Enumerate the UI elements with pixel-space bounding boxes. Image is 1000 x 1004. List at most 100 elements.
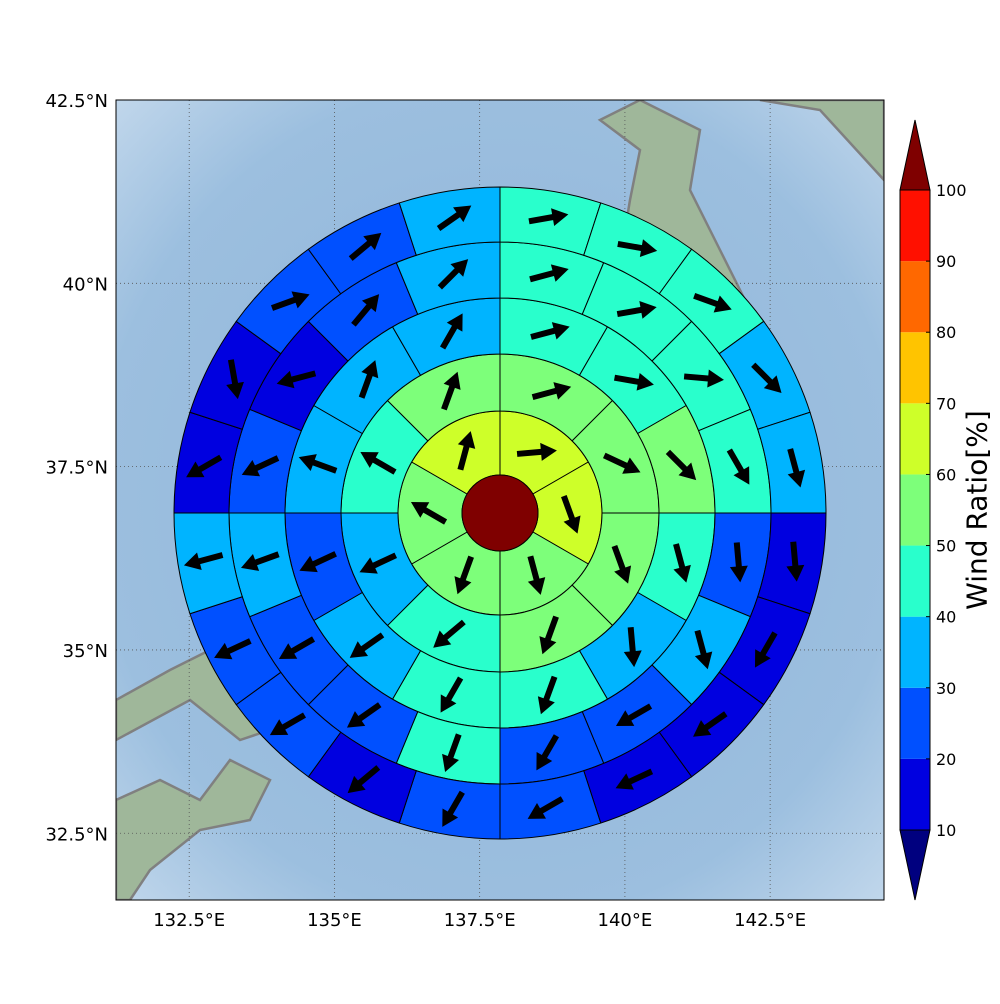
- wind-arrow: [440, 676, 464, 713]
- y-tick-label: 40°N: [63, 274, 108, 295]
- y-tick-label: 32.5°N: [45, 824, 108, 845]
- colorbar-bin: [900, 687, 930, 759]
- wind-arrow: [440, 313, 463, 350]
- colorbar-tick-label: 40: [936, 608, 956, 627]
- colorbar-bin: [900, 261, 930, 333]
- colorbar-bin: [900, 474, 930, 546]
- wind-arrow: [561, 495, 581, 534]
- center-cell: [461, 474, 539, 552]
- wind-arrow: [787, 448, 806, 488]
- wind-arrow: [613, 372, 654, 391]
- x-tick-label: 142.5°E: [734, 910, 806, 931]
- wind-arrow: [358, 360, 379, 399]
- colorbar-bin: [900, 758, 930, 830]
- map-frame: [115, 99, 885, 901]
- colorbar-bin: [900, 616, 930, 688]
- wind-arrows: [183, 205, 806, 827]
- wind-arrow: [751, 362, 782, 394]
- colorbar-tick-label: 60: [936, 465, 956, 484]
- colorbar-tick-label: 80: [936, 323, 956, 342]
- y-tick-label: 37.5°N: [45, 458, 108, 479]
- wind-arrow: [693, 292, 732, 313]
- y-tick-label: 35°N: [63, 641, 108, 662]
- wind-arrow: [726, 448, 750, 485]
- wind-arrow: [528, 208, 569, 226]
- wind-arrow: [226, 359, 244, 400]
- sectors: [173, 186, 827, 840]
- wind-arrow: [269, 712, 307, 736]
- colorbar-tick-label: 50: [936, 537, 956, 556]
- wind-arrow: [673, 543, 691, 583]
- wind-arrow: [527, 555, 546, 595]
- wind-arrow: [349, 632, 385, 658]
- wind-arrow: [186, 454, 223, 478]
- colorbar-extend-low: [899, 829, 931, 901]
- wind-arrow: [611, 544, 632, 584]
- wind-arrow: [454, 555, 474, 595]
- wind-arrow: [298, 454, 338, 474]
- colorbar: 10 20 30 40 50 60 70 80 90 100: [899, 119, 967, 901]
- colorbar-tick-label: 90: [936, 252, 956, 271]
- wind-arrow: [299, 551, 337, 573]
- wind-arrow: [617, 239, 658, 257]
- wind-arrow: [527, 796, 564, 819]
- wind-arrow: [615, 768, 654, 790]
- colorbar-bin: [900, 403, 930, 475]
- wind-arrow: [441, 371, 461, 411]
- wind-arrow: [276, 370, 317, 389]
- wind-arrow: [531, 382, 572, 400]
- wind-arrow: [410, 502, 448, 525]
- colorbar-tick-label: 70: [936, 394, 956, 413]
- wind-arrow: [536, 734, 560, 771]
- wind-arrow: [359, 552, 398, 574]
- x-tick-label: 140°E: [598, 910, 653, 931]
- wind-arrow: [270, 291, 310, 311]
- wind-arrow: [346, 702, 382, 728]
- wind-arrow: [433, 619, 466, 648]
- wind-arrow: [616, 301, 657, 319]
- colorbar-bin: [900, 332, 930, 404]
- wind-arrow: [683, 369, 724, 388]
- colorbar-label: Wind Ratio[%]: [961, 410, 994, 610]
- wind-arrow: [183, 552, 224, 570]
- wind-arrow: [665, 449, 697, 481]
- colorbar-tick-label: 30: [936, 679, 956, 698]
- wind-arrow: [348, 232, 382, 261]
- wind-arrow: [351, 294, 380, 327]
- wind-arrow: [442, 790, 465, 827]
- x-tick-label: 132.5°E: [153, 910, 225, 931]
- wind-arrow: [786, 541, 805, 582]
- x-tick-label: 135°E: [307, 910, 362, 931]
- wind-arrow: [615, 703, 653, 727]
- wind-arrow: [537, 675, 558, 715]
- wind-arrow: [360, 452, 397, 475]
- wind-arrow: [529, 264, 569, 283]
- wind-arrow: [437, 259, 469, 290]
- wind-arrow: [442, 733, 462, 773]
- colorbar-tick-label: 20: [936, 750, 956, 769]
- wind-arrow: [539, 615, 559, 655]
- wind-arrow: [457, 431, 476, 471]
- colorbar-bin: [900, 545, 930, 617]
- wind-arrow: [729, 542, 748, 583]
- colorbar-bin: [900, 190, 930, 262]
- wind-arrow: [530, 322, 570, 340]
- colorbar-tick-label: 100: [936, 181, 967, 200]
- wind-arrow: [623, 627, 642, 668]
- wind-arrow: [240, 551, 280, 571]
- wind-arrow: [694, 629, 713, 670]
- x-tick-label: 137.5°E: [444, 910, 516, 931]
- wind-arrow: [241, 455, 280, 477]
- y-tick-label: 42.5°N: [45, 91, 108, 112]
- colorbar-tick-label: 10: [936, 821, 956, 840]
- wind-arrow: [347, 765, 381, 794]
- wind-arrow: [754, 631, 778, 668]
- wind-arrow: [516, 442, 557, 461]
- wind-arrow: [278, 636, 316, 660]
- wind-arrow: [214, 638, 252, 660]
- wind-arrow: [693, 711, 728, 737]
- colorbar-extend-high: [899, 119, 931, 191]
- wind-arrow: [436, 205, 472, 231]
- colorbar-frame: [899, 189, 931, 831]
